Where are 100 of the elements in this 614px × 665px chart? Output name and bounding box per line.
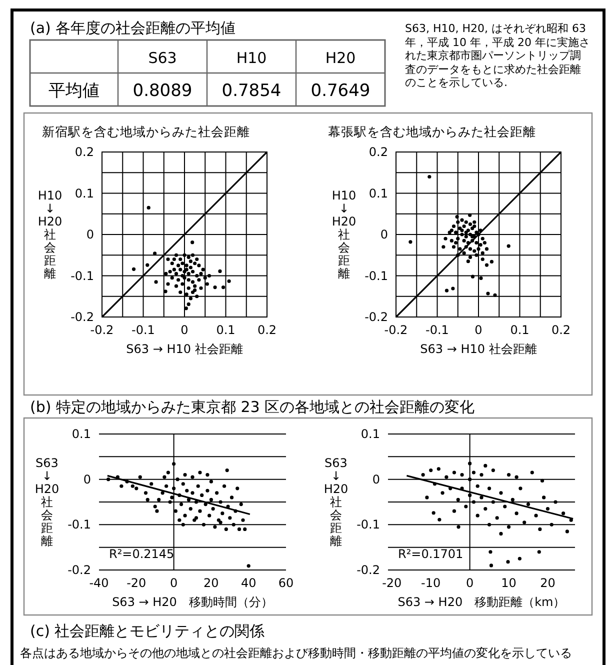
chart-title: (b) 特定の地域からみた東京都 23 区の各地域との社会距離の変化 (30, 398, 475, 416)
y-tick-label: 0 (83, 472, 91, 486)
point (518, 556, 522, 560)
point (503, 504, 507, 508)
x-axis-title: S63 → H10 社会距離 (126, 342, 243, 356)
point (472, 470, 476, 474)
point (530, 470, 534, 474)
point (425, 496, 429, 500)
point (537, 550, 541, 554)
point (538, 527, 542, 531)
x-tick-label: -40 (89, 576, 109, 590)
point (514, 512, 518, 516)
y-tick-label: 0.2 (74, 145, 94, 159)
point (488, 550, 492, 554)
point (484, 507, 488, 511)
x-tick-label: 10 (501, 576, 516, 590)
x-tick-label: -0.2 (384, 323, 408, 337)
x-axis-title: S63 → H10 社会距離 (420, 342, 537, 356)
y-tick-label: 0 (86, 228, 94, 242)
y-axis-title: S63 ↓ H20 社会距離 (34, 456, 60, 548)
point (429, 468, 433, 472)
point (456, 498, 460, 502)
point (514, 475, 518, 479)
x-tick-label: -20 (382, 576, 402, 590)
y-tick-label: -0.1 (364, 268, 388, 283)
point (464, 504, 468, 508)
point (468, 478, 472, 482)
annotation: R²=0.1701 (398, 547, 464, 561)
x-tick-label: 0 (474, 323, 482, 337)
point (421, 473, 425, 477)
y-tick-label: 0.2 (368, 145, 388, 159)
point (444, 475, 448, 479)
point (468, 462, 472, 466)
point (546, 507, 550, 511)
y-tick-label: -0.2 (68, 563, 91, 577)
point (472, 500, 476, 504)
point (540, 478, 544, 482)
x-tick-label: -0.1 (426, 323, 449, 337)
point (491, 500, 495, 504)
x-tick-label: 0.1 (510, 323, 530, 337)
point (460, 473, 464, 477)
point (489, 564, 494, 568)
data-label: 0.7649 (310, 81, 370, 101)
x-tick-label: 40 (240, 576, 256, 590)
y-tick-label: -0.1 (356, 518, 380, 532)
x-tick-label: 0.1 (216, 323, 236, 337)
x-tick-label: 20 (204, 576, 219, 590)
category-label: S63 (148, 49, 177, 67)
point (484, 464, 488, 468)
y-axis-title: H10 ↓ H20 社会距離 (38, 188, 62, 280)
data-label: 0.7854 (222, 81, 282, 101)
point (518, 486, 522, 490)
y-tick-label: 0.1 (74, 186, 94, 200)
point (554, 500, 558, 504)
text: S63, H10, H20, はそれぞれ昭和 63 年，平成 10 年，平成 20 年に実施された東京都市圏パーソントリップ調査のデータをもとに求めた社会距離のことを示している. (405, 22, 590, 90)
x-tick-label: 20 (540, 576, 556, 590)
point (506, 525, 511, 529)
point (487, 522, 492, 526)
x-tick-label: 0.2 (257, 323, 277, 337)
y-tick-label: 0.1 (368, 186, 388, 200)
chart-title: 幕張駅を含む地域からみた社会距離 (328, 124, 536, 139)
text: (c) 社会距離とモビリティとの関係 (30, 622, 265, 640)
chart-title: 新宿駅を含む地域からみた社会距離 (42, 124, 250, 139)
x-axis-title: S63 → H20 移動距離（km） (398, 595, 566, 609)
point (436, 467, 440, 471)
y-axis-title: H10 ↓ H20 社会距離 (332, 188, 356, 280)
point (452, 509, 456, 513)
category-label: H20 (325, 49, 356, 67)
point (468, 493, 472, 497)
point (487, 486, 492, 490)
point (506, 473, 511, 477)
text: 平均値 (48, 81, 100, 101)
point (542, 496, 546, 500)
x-tick-label: 0 (180, 323, 188, 337)
y-tick-label: -0.2 (356, 563, 380, 577)
annotation: R²=0.2145 (109, 547, 174, 561)
y-tick-label: -0.2 (364, 310, 388, 324)
y-tick-label: 0 (380, 228, 388, 242)
x-tick-label: 0 (466, 576, 474, 590)
y-tick-label: 0 (372, 472, 380, 486)
point (510, 498, 514, 502)
x-tick-label: 60 (278, 576, 294, 590)
x-axis-title: S63 → H20 移動時間（分） (112, 595, 273, 609)
x-tick-label: 0 (170, 576, 178, 590)
x-tick-label: -20 (126, 576, 146, 590)
y-tick-label: 0.1 (360, 427, 380, 441)
point (495, 516, 499, 520)
point (452, 470, 456, 474)
point (480, 496, 484, 500)
text: (a) 各年度の社会距離の平均値 (30, 19, 236, 37)
point (476, 484, 480, 488)
point (438, 518, 442, 522)
point (476, 514, 480, 518)
point (522, 520, 526, 524)
point (562, 512, 566, 516)
point (499, 532, 503, 536)
x-tick-label: 0.2 (551, 323, 571, 337)
point (550, 522, 554, 526)
point (480, 473, 484, 477)
point (491, 468, 495, 472)
